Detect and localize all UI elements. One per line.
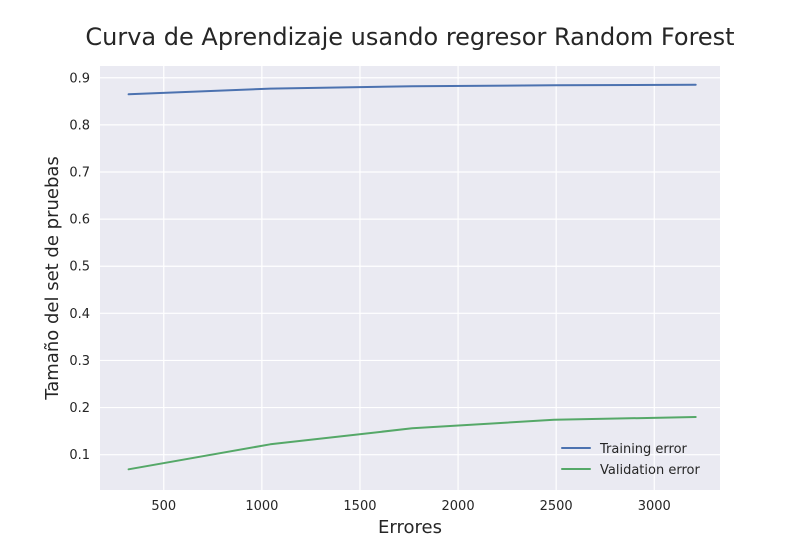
x-tick-label: 2000 bbox=[442, 499, 475, 514]
y-tick-label: 0.3 bbox=[69, 354, 90, 369]
validation-error-line bbox=[127, 416, 697, 471]
y-tick-label: 0.9 bbox=[69, 71, 90, 86]
legend: Training error Validation error bbox=[561, 442, 700, 478]
y-axis-label: Tamaño del set de pruebas bbox=[42, 156, 63, 401]
training-error-line bbox=[127, 83, 697, 96]
grid bbox=[100, 66, 720, 490]
y-tick-label: 0.6 bbox=[69, 213, 90, 228]
legend-label-validation: Validation error bbox=[600, 463, 700, 478]
x-axis-label: Errores bbox=[378, 517, 442, 538]
y-tick-label: 0.8 bbox=[69, 118, 90, 133]
x-tick-label: 1500 bbox=[343, 499, 376, 514]
chart-title: Curva de Aprendizaje usando regresor Ran… bbox=[85, 23, 734, 51]
y-tick-label: 0.1 bbox=[69, 448, 90, 463]
y-tick-label: 0.5 bbox=[69, 260, 90, 275]
tick-labels: 500 1000 1500 2000 2500 3000 0.1 0.2 0.3 0.4 0.5 0.… bbox=[69, 71, 671, 514]
plot-background bbox=[100, 66, 720, 490]
x-tick-label: 3000 bbox=[638, 499, 671, 514]
y-tick-label: 0.2 bbox=[69, 401, 90, 416]
y-tick-label: 0.7 bbox=[69, 166, 90, 181]
y-tick-label: 0.4 bbox=[69, 307, 90, 322]
series-lines bbox=[127, 83, 697, 471]
x-tick-label: 500 bbox=[151, 499, 176, 514]
x-tick-label: 2500 bbox=[540, 499, 573, 514]
legend-label-training: Training error bbox=[599, 442, 688, 457]
x-tick-label: 1000 bbox=[245, 499, 278, 514]
